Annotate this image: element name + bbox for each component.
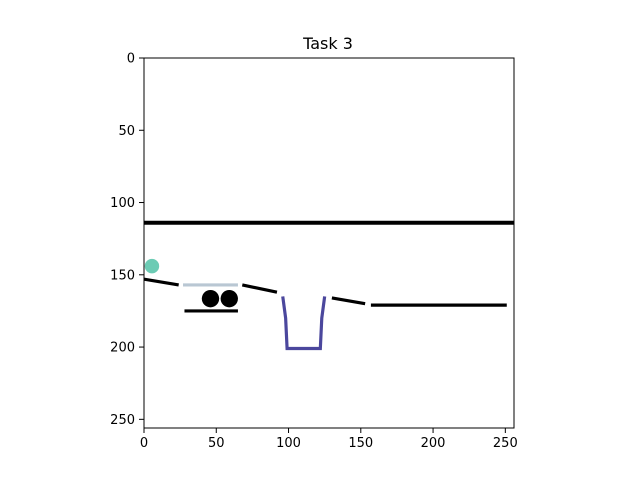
y-tick-label: 0 <box>127 52 135 67</box>
teal-ball <box>144 258 160 274</box>
x-tick-label: 100 <box>276 436 301 451</box>
x-tick-label: 150 <box>348 436 373 451</box>
plot-area <box>143 57 515 429</box>
y-tick-label: 200 <box>110 341 135 356</box>
x-tick-label: 200 <box>421 436 446 451</box>
y-tick-label: 250 <box>110 413 135 428</box>
y-axis-ticks: 0 50 100 150 200 250 <box>110 52 144 428</box>
cart-wheel-right <box>220 289 238 308</box>
x-axis-ticks: 0 50 100 150 200 250 <box>140 428 518 451</box>
plot-title: Task 3 <box>302 34 353 53</box>
x-tick-label: 250 <box>493 436 518 451</box>
scene-layer <box>144 220 514 351</box>
y-tick-label: 100 <box>110 196 135 211</box>
y-tick-label: 150 <box>110 268 135 283</box>
plot-frame <box>143 57 515 429</box>
purple-cup <box>281 296 327 351</box>
y-tick-label: 50 <box>118 124 135 139</box>
middle-ramp <box>241 283 278 294</box>
right-ramp <box>331 296 366 306</box>
x-tick-label: 0 <box>140 436 148 451</box>
x-tick-label: 50 <box>208 436 225 451</box>
left-ramp <box>144 277 179 287</box>
cart-wheel-left <box>201 289 220 308</box>
